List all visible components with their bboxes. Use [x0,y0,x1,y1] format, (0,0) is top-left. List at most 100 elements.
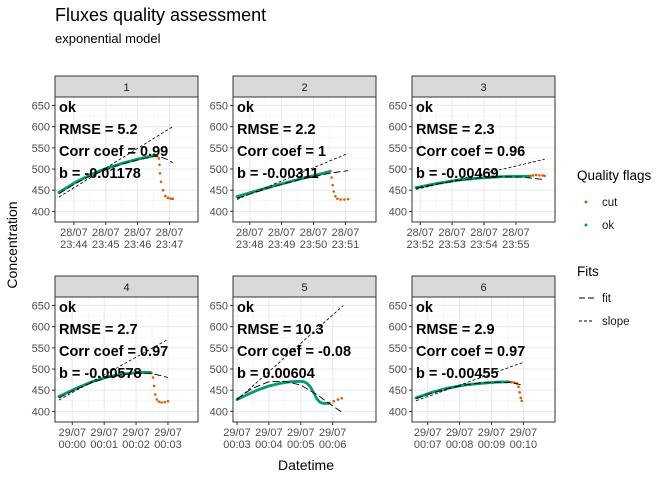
cut-point [158,171,162,175]
cut-point [169,197,172,200]
cut-point [531,174,535,177]
annotation-text: RMSE = 5.2 [59,122,138,138]
x-tick-label: 29/07 00:00 [59,427,87,451]
y-tick-label: 600 [210,122,228,134]
cut-point [166,399,170,403]
y-tick-label: 500 [389,164,407,176]
slope-line [58,126,173,198]
cut-point [520,399,524,403]
x-tick-label: 29/07 00:01 [90,427,118,451]
annotation-text: b = -0.00578 [59,366,142,382]
annotation-text: RMSE = 10.3 [237,322,324,338]
panel-background [412,297,555,422]
x-tick-label: 28/07 23:49 [268,227,296,251]
x-tick-label: 29/07 00:05 [287,427,315,451]
panel-data [414,362,524,403]
y-tick-label: 400 [389,406,407,418]
legend: Quality flags cut ok Fits fit slope [577,168,652,328]
annotation-text: b = -0.00455 [416,366,499,382]
fit-line [236,380,344,414]
annotation-text: RMSE = 2.2 [237,122,316,138]
y-tick-label: 450 [32,185,50,197]
panel-background [233,97,376,222]
annotation-text: ok [59,300,77,316]
y-tick-label: 450 [389,385,407,397]
fit-line [415,381,523,400]
panel-border [411,296,556,423]
annotation-text: RMSE = 2.7 [59,322,138,338]
y-tick-label: 550 [32,343,50,355]
x-tick-label: 29/07 00:02 [122,427,150,451]
cut-point [330,176,333,179]
y-tick-label: 600 [32,322,50,334]
cut-point [163,400,167,404]
x-axis-title: Datetime [278,457,334,473]
cut-point [510,380,513,384]
cut-point [340,396,344,400]
y-tick-label: 400 [32,406,50,418]
ok-point [328,170,331,173]
panel-data [235,153,350,201]
x-tick-label: 29/07 00:03 [154,427,182,451]
y-tick-label: 600 [389,322,407,334]
cut-point [157,400,161,403]
fit-line [236,170,349,199]
cut-point [158,163,161,167]
cut-point [541,174,544,177]
y-tick-label: 400 [32,206,50,218]
panel-border [54,96,199,223]
x-tick-label: 28/07 23:47 [156,227,184,251]
cut-point [346,197,350,201]
slope-line [236,305,344,401]
y-tick-label: 400 [210,406,228,418]
y-tick-label: 650 [32,100,50,112]
chart-title: Fluxes quality assessment [55,5,266,25]
annotation-text: ok [237,300,255,316]
cut-point [163,194,167,198]
legend-label-fit: fit [602,293,612,305]
facet-strip-label: 1 [123,82,129,94]
legend-title: Fits [577,264,599,279]
cut-point [153,393,157,396]
panel-background [233,297,376,422]
y-tick-label: 550 [389,343,407,355]
y-tick-label: 550 [210,343,228,355]
y-tick-label: 600 [389,122,407,134]
cut-point [159,180,163,184]
panel-border [411,96,556,223]
cut-point [543,174,546,178]
slope-line [236,153,349,200]
facet-strip-label: 6 [480,282,486,294]
y-tick-label: 650 [32,300,50,312]
cut-point [336,398,340,401]
facet-strip-label: 4 [123,282,129,294]
facet-strip-label: 5 [301,282,307,294]
cut-point [518,391,521,394]
x-tick-label: 29/07 00:10 [510,427,538,451]
annotation-text: ok [416,300,434,316]
annotation-text: Corr coef = 0.96 [416,144,525,160]
annotation-text: RMSE = 2.3 [416,122,495,138]
cut-point [534,173,538,177]
panel-data [57,339,170,404]
y-axis-title: Concentration [4,201,20,288]
y-tick-label: 400 [210,206,228,218]
x-tick-label: 28/07 23:52 [406,227,434,251]
x-tick-label: 28/07 23:53 [438,227,466,251]
y-tick-label: 650 [389,100,407,112]
y-tick-label: 500 [210,364,228,376]
facet-strip-label: 2 [301,82,307,94]
y-tick-label: 650 [210,300,228,312]
cut-point [517,385,520,389]
annotation-text: b = -0.01178 [59,166,141,182]
panel-background [55,297,198,422]
facet-strip-label: 3 [480,82,486,94]
annotation-text: RMSE = 2.9 [416,322,495,338]
y-tick-label: 450 [210,185,228,197]
x-tick-label: 29/07 00:03 [223,427,251,451]
panel-border [54,296,199,423]
